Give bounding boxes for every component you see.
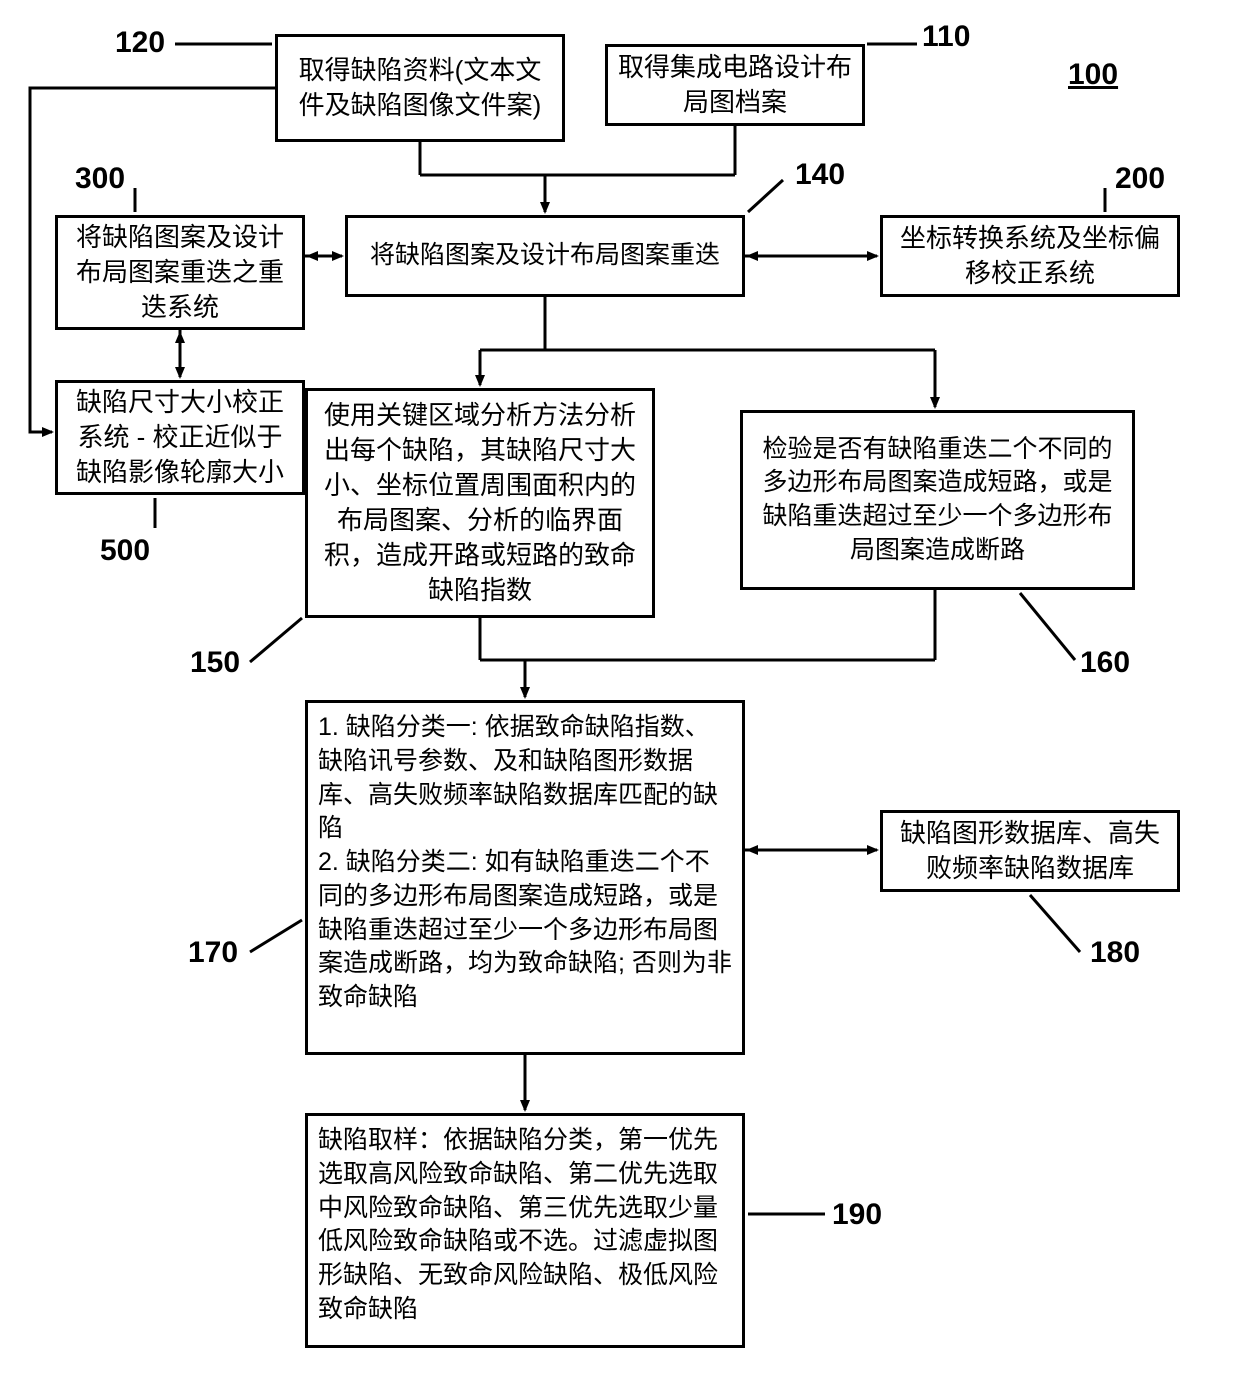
label-160: 160 <box>1080 646 1130 680</box>
label-150: 150 <box>190 646 240 680</box>
box-160: 检验是否有缺陷重迭二个不同的多边形布局图案造成短路，或是缺陷重迭超过至少一个多边… <box>740 410 1135 590</box>
box-200: 坐标转换系统及坐标偏移校正系统 <box>880 215 1180 297</box>
label-120: 120 <box>115 26 165 60</box>
box-170: 1. 缺陷分类一: 依据致命缺陷指数、缺陷讯号参数、及和缺陷图形数据库、高失败频… <box>305 700 745 1055</box>
box-190: 缺陷取样：依据缺陷分类，第一优先选取高风险致命缺陷、第二优先选取中风险致命缺陷、… <box>305 1113 745 1348</box>
box-110: 取得集成电路设计布局图档案 <box>605 44 865 126</box>
label-500: 500 <box>100 534 150 568</box>
label-200: 200 <box>1115 162 1165 196</box>
label-140: 140 <box>795 158 845 192</box>
label-300: 300 <box>75 162 125 196</box>
box-500: 缺陷尺寸大小校正系统 - 校正近似于缺陷影像轮廓大小 <box>55 380 305 495</box>
box-300: 将缺陷图案及设计布局图案重迭之重迭系统 <box>55 215 305 330</box>
label-170: 170 <box>188 936 238 970</box>
label-110: 110 <box>922 20 970 54</box>
label-190: 190 <box>832 1198 882 1232</box>
label-100: 100 <box>1068 58 1118 92</box>
box-180: 缺陷图形数据库、高失败频率缺陷数据库 <box>880 810 1180 892</box>
box-150: 使用关键区域分析方法分析出每个缺陷，其缺陷尺寸大小、坐标位置周围面积内的布局图案… <box>305 388 655 618</box>
box-140: 将缺陷图案及设计布局图案重迭 <box>345 215 745 297</box>
box-120: 取得缺陷资料(文本文件及缺陷图像文件案) <box>275 34 565 142</box>
label-180: 180 <box>1090 936 1140 970</box>
